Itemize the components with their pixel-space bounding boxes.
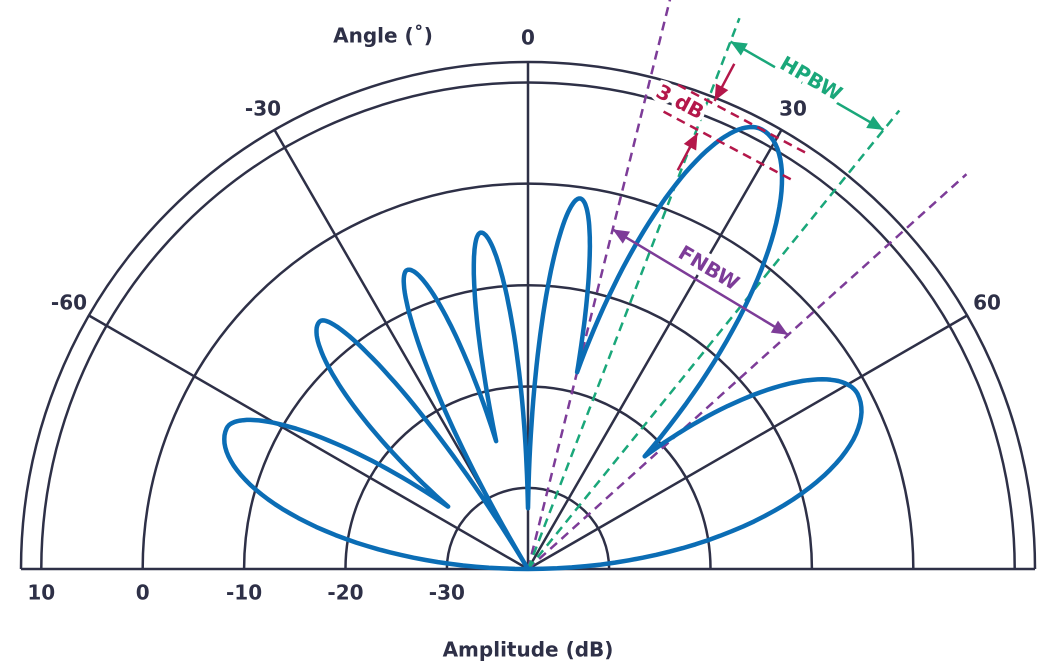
r-tick-label: 10 [27,581,55,605]
theta-tick-label: 30 [779,97,807,121]
r-tick-label: -30 [429,581,465,605]
arrow-line [612,228,789,336]
arrow-head [866,115,884,130]
r-axis-label: Amplitude (dB) [443,638,614,662]
fnbw-line [527,173,968,570]
arrow-head [730,41,748,56]
theta-tick-label: -60 [51,291,87,315]
theta-tick-label: 0 [521,26,535,50]
theta-tick-label: -30 [245,97,281,121]
r-tick-label: 0 [136,581,150,605]
arrow-head [770,320,789,335]
arrow-head [714,83,729,101]
arrow-line [729,40,885,131]
drop-line [662,110,797,184]
spoke [526,129,783,570]
arrow-head [683,133,698,151]
r-tick-label: -10 [226,581,262,605]
arrow-head [612,229,630,244]
fnbw-line [526,0,672,570]
hpbw-line [527,109,901,570]
hpbw-line [526,17,741,570]
r-tick-label: -20 [327,581,363,605]
drop-line [677,83,811,157]
pattern-line [222,124,864,572]
spoke [88,314,529,571]
spoke [527,314,968,571]
theta-tick-label: 60 [973,291,1001,315]
angle-axis-label: Angle (˚) [333,24,433,48]
